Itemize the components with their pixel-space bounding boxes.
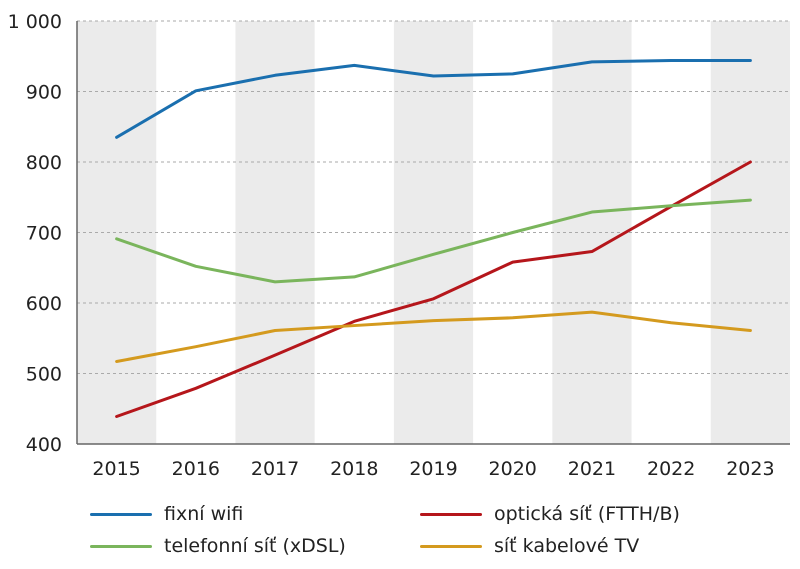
series-line-1 xyxy=(115,160,752,419)
legend-swatch xyxy=(90,544,152,548)
legend-label: fixní wifi xyxy=(164,503,244,525)
legend-label: telefonní síť (xDSL) xyxy=(164,535,346,557)
y-tick-label: 600 xyxy=(26,293,62,315)
legend-item-kabelove-tv: síť kabelové TV xyxy=(420,535,639,557)
y-tick-label: 800 xyxy=(26,152,62,174)
y-tick-label: 500 xyxy=(26,364,62,386)
legend-swatch xyxy=(420,512,482,516)
series-line-0 xyxy=(115,58,752,139)
x-tick-label: 2023 xyxy=(726,458,774,480)
legend-label: síť kabelové TV xyxy=(494,535,640,557)
legend-item-telefonni-sit: telefonní síť (xDSL) xyxy=(90,535,346,557)
x-tick-label: 2019 xyxy=(409,458,457,480)
series-line-2 xyxy=(115,198,752,284)
legend-swatch xyxy=(420,544,482,548)
x-tick-label: 2016 xyxy=(172,458,220,480)
x-tick-label: 2018 xyxy=(330,458,378,480)
y-tick-label: 700 xyxy=(26,223,62,245)
legend-item-opticka-sit: optická síť (FTTH/B) xyxy=(420,503,680,525)
x-tick-label: 2017 xyxy=(251,458,299,480)
legend-item-fixni-wifi: fixní wifi xyxy=(90,503,243,525)
series-line-3 xyxy=(115,310,752,364)
y-tick-label: 400 xyxy=(26,434,62,456)
y-tick-label: 1 000 xyxy=(8,11,62,33)
x-tick-label: 2020 xyxy=(489,458,537,480)
line-chart: 2015 2016 2017 2018 2019 2020 2021 2022 2023 400 5… xyxy=(8,11,790,480)
legend-swatch xyxy=(90,512,152,516)
legend-label: optická síť (FTTH/B) xyxy=(494,503,680,525)
x-tick-label: 2015 xyxy=(92,458,140,480)
y-tick-label: 900 xyxy=(26,82,62,104)
x-tick-label: 2022 xyxy=(647,458,695,480)
x-tick-label: 2021 xyxy=(568,458,616,480)
